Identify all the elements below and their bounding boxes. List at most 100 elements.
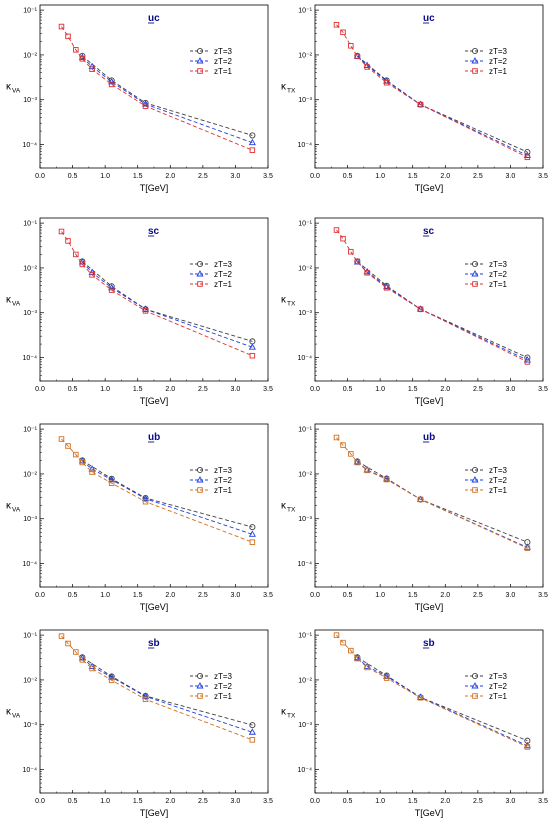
data-point-zT=1 xyxy=(364,467,370,474)
series-line-zT=3 xyxy=(82,460,253,528)
series-line-zT=1 xyxy=(61,635,253,741)
y-tick-label: 10⁻⁴ xyxy=(23,767,38,774)
series-line-zT=1 xyxy=(336,24,528,158)
x-tick-label: 1.5 xyxy=(408,798,418,805)
series-line-zT=1 xyxy=(61,26,253,151)
data-point-zT=2 xyxy=(523,543,531,550)
y-tick-label: 10⁻³ xyxy=(23,310,37,317)
y-tick-label: 10⁻² xyxy=(23,471,37,478)
series-line-zT=1 xyxy=(336,437,528,549)
legend-label-zT=3: zT=3 xyxy=(489,672,508,681)
panel-title: uc xyxy=(423,13,435,24)
data-point-zT=1 xyxy=(249,147,256,153)
y-tick-label: 10⁻⁴ xyxy=(298,767,313,774)
y-tick-label: 10⁻⁴ xyxy=(298,561,313,568)
data-point-zT=1 xyxy=(142,308,149,314)
data-point-zT=2 xyxy=(141,692,150,699)
x-tick-label: 2.0 xyxy=(440,173,450,180)
x-tick-label: 0.5 xyxy=(68,173,78,180)
x-tick-label: 0.0 xyxy=(35,592,45,599)
x-tick-label: 1.0 xyxy=(100,386,110,393)
y-tick-label: 10⁻¹ xyxy=(23,427,37,434)
data-point-zT=1 xyxy=(73,47,79,53)
y-tick-label: 10⁻¹ xyxy=(298,633,312,640)
x-tick-label: 3.0 xyxy=(231,798,241,805)
legend-marker-zT=2 xyxy=(471,57,479,64)
x-tick-label: 0.0 xyxy=(310,386,320,393)
legend-label-zT=1: zT=1 xyxy=(489,486,508,495)
y-tick-label: 10⁻³ xyxy=(23,97,37,104)
data-point-zT=3 xyxy=(249,722,256,729)
y-axis-label: κ xyxy=(6,501,12,512)
data-point-zT=1 xyxy=(417,306,424,312)
y-tick-label: 10⁻² xyxy=(23,265,37,272)
y-tick-label: 10⁻¹ xyxy=(298,427,312,434)
legend-label-zT=3: zT=3 xyxy=(489,47,508,56)
data-point-zT=1 xyxy=(417,496,424,503)
series-line-zT=2 xyxy=(356,55,528,156)
data-point-zT=1 xyxy=(89,469,95,475)
data-point-zT=1 xyxy=(524,154,531,161)
data-point-zT=1 xyxy=(65,33,71,40)
data-point-zT=2 xyxy=(108,673,116,680)
y-axis-label-subscript: VA xyxy=(12,301,21,308)
legend-label-zT=2: zT=2 xyxy=(489,476,508,485)
x-tick-label: 2.0 xyxy=(440,798,450,805)
x-tick-label: 3.0 xyxy=(231,173,241,180)
y-tick-label: 10⁻⁴ xyxy=(23,561,38,568)
x-axis-label: T[GeV] xyxy=(140,396,169,406)
y-axis-label: κ xyxy=(6,295,12,306)
legend-marker-zT=3 xyxy=(196,672,204,680)
panel-title: ub xyxy=(148,432,160,443)
data-point-zT=1 xyxy=(524,744,531,750)
series-line-zT=3 xyxy=(82,261,253,342)
x-tick-label: 3.5 xyxy=(263,798,273,805)
x-tick-label: 1.0 xyxy=(375,798,385,805)
data-point-zT=1 xyxy=(333,227,340,233)
data-point-zT=2 xyxy=(248,138,256,146)
y-axis-label-subscript: VA xyxy=(12,88,21,95)
legend-marker-zT=2 xyxy=(471,476,479,483)
panel-uc-VA: 0.0 0.5 1.0 1.5 2.0 2.5 3.0 3.5 10⁻¹ 10⁻² 10⁻³ 10⁻⁴… xyxy=(6,4,273,193)
x-tick-label: 0.5 xyxy=(343,592,353,599)
x-tick-label: 1.0 xyxy=(100,592,110,599)
data-point-zT=1 xyxy=(354,655,361,662)
x-tick-label: 3.0 xyxy=(231,386,241,393)
legend-marker-zT=1 xyxy=(472,68,478,74)
data-point-zT=1 xyxy=(524,545,531,551)
legend-label-zT=1: zT=1 xyxy=(489,692,508,701)
data-point-zT=1 xyxy=(333,22,340,28)
legend-marker-zT=1 xyxy=(197,693,203,699)
legend-marker-zT=3 xyxy=(471,466,479,474)
y-tick-label: 10⁻² xyxy=(298,265,312,272)
y-tick-label: 10⁻² xyxy=(23,52,37,59)
y-tick-label: 10⁻¹ xyxy=(23,221,37,228)
x-tick-label: 3.5 xyxy=(263,173,273,180)
x-tick-label: 0.0 xyxy=(35,386,45,393)
data-point-zT=1 xyxy=(58,23,65,30)
x-tick-label: 1.5 xyxy=(408,173,418,180)
panel-ub-VA: 0.0 0.5 1.0 1.5 2.0 2.5 3.0 3.5 10⁻¹ 10⁻² 10⁻³ 10⁻⁴… xyxy=(6,423,273,612)
data-point-zT=1 xyxy=(383,675,390,681)
data-point-zT=2 xyxy=(108,77,116,85)
x-tick-label: 0.0 xyxy=(35,173,45,180)
series-line-zT=3 xyxy=(82,656,253,726)
data-point-zT=1 xyxy=(65,238,71,244)
data-point-zT=1 xyxy=(89,665,95,672)
legend-marker-zT=1 xyxy=(472,281,478,287)
y-tick-label: 10⁻¹ xyxy=(298,8,312,15)
data-point-zT=1 xyxy=(79,459,86,466)
series-line-zT=2 xyxy=(81,57,253,144)
legend-marker-zT=2 xyxy=(196,57,204,64)
plot-frame xyxy=(39,4,269,169)
series-line-zT=1 xyxy=(336,634,528,748)
y-tick-label: 10⁻¹ xyxy=(23,633,37,640)
data-point-zT=1 xyxy=(108,81,115,88)
legend-marker-zT=1 xyxy=(472,693,478,699)
data-point-zT=2 xyxy=(108,475,116,483)
legend-label-zT=3: zT=3 xyxy=(489,466,508,475)
data-point-zT=1 xyxy=(340,442,346,448)
legend-label-zT=1: zT=1 xyxy=(214,692,233,701)
x-axis-label: T[GeV] xyxy=(415,183,444,193)
